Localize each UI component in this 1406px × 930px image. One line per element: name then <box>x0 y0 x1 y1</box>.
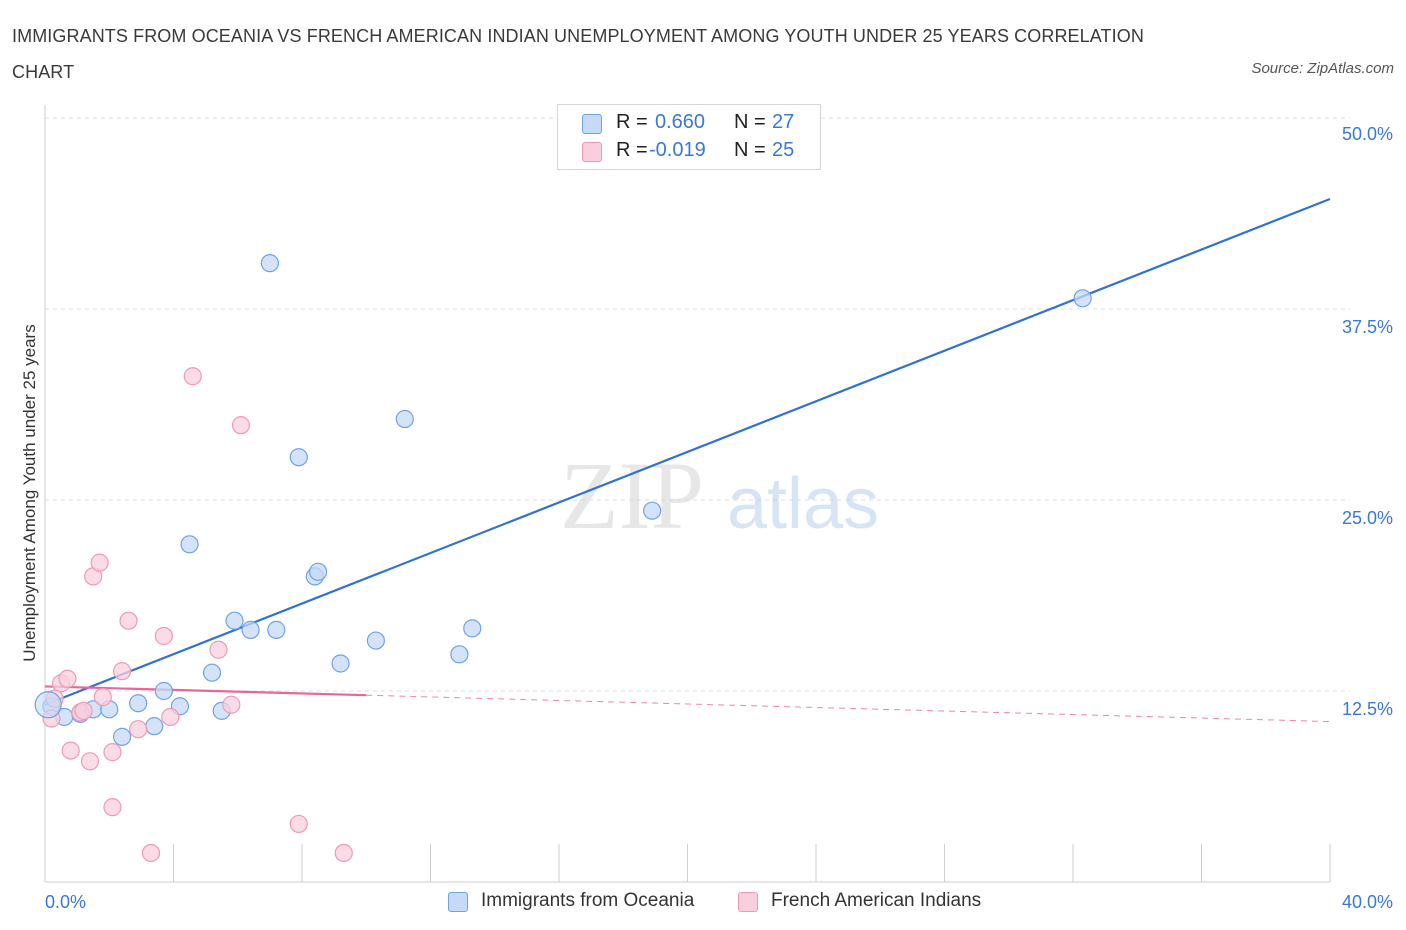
stats-legend: R = 0.660 N = 27 R = -0.019 N = 25 <box>557 104 821 170</box>
french-american-indian-swatch <box>582 142 602 162</box>
point-oceania <box>34 691 62 719</box>
axes <box>44 105 1331 883</box>
point-oceania <box>366 631 385 650</box>
french-american-indian-legend-label: French American Indians <box>771 890 982 911</box>
point-oceania <box>267 620 286 639</box>
point-french-american-indian <box>112 662 132 681</box>
x-tick-label-max: 40.0% <box>1342 892 1393 912</box>
point-french-american-indian <box>289 814 308 834</box>
french-american-indian-legend-swatch <box>738 892 758 912</box>
point-french-american-indian <box>129 720 148 739</box>
gridlines <box>45 117 1350 692</box>
chart-source: Source: ZipAtlas.com <box>1251 60 1394 77</box>
point-oceania <box>450 645 469 664</box>
point-french-american-indian <box>74 701 93 720</box>
point-oceania <box>129 694 148 713</box>
x-tick-label-min: 0.0% <box>45 892 86 912</box>
oceania-legend-swatch <box>448 892 468 912</box>
trend-lines <box>44 197 1331 723</box>
point-oceania <box>463 619 482 638</box>
n-label: N = <box>734 111 766 133</box>
point-oceania <box>289 448 308 467</box>
point-french-american-indian <box>90 553 109 572</box>
point-french-american-indian <box>231 416 251 435</box>
point-french-american-indian <box>154 626 173 646</box>
point-french-american-indian <box>209 640 228 659</box>
y-tick-label: 12.5% <box>1342 699 1393 719</box>
point-french-american-indian <box>222 695 241 714</box>
r-label: R = <box>616 111 648 133</box>
french-american-indian-n-value: 25 <box>772 139 795 161</box>
r-label: R = <box>616 139 648 161</box>
point-oceania <box>112 727 132 746</box>
point-french-american-indian <box>334 843 353 863</box>
point-oceania <box>308 562 328 581</box>
point-oceania <box>180 535 199 554</box>
point-french-american-indian <box>93 688 112 707</box>
point-french-american-indian <box>61 741 80 760</box>
point-oceania <box>260 254 279 273</box>
point-french-american-indian <box>80 752 100 771</box>
point-oceania <box>395 409 414 429</box>
point-french-american-indian <box>183 367 202 386</box>
point-oceania <box>154 681 173 701</box>
point-oceania <box>331 654 350 673</box>
chart-title: IMMIGRANTS FROM OCEANIA VS FRENCH AMERIC… <box>12 26 1144 82</box>
oceania-n-value: 27 <box>772 111 795 133</box>
n-label: N = <box>734 139 766 161</box>
watermark-atlas: atlas <box>727 464 879 544</box>
point-french-american-indian <box>103 798 122 817</box>
oceania-r-value: 0.660 <box>655 111 706 133</box>
point-oceania <box>643 501 662 520</box>
point-oceania <box>1073 289 1092 308</box>
y-tick-label: 25.0% <box>1342 508 1393 528</box>
oceania-legend-label: Immigrants from Oceania <box>481 890 695 911</box>
point-french-american-indian <box>141 843 161 863</box>
french-american-indian-r-value: -0.019 <box>649 139 706 161</box>
point-oceania <box>225 611 244 630</box>
watermark-zip: ZIP <box>560 442 704 549</box>
trend-line-0 <box>44 197 1331 706</box>
point-french-american-indian <box>119 611 138 630</box>
trend-line-solid-1 <box>44 685 367 697</box>
y-tick-label: 37.5% <box>1342 317 1393 337</box>
point-french-american-indian <box>161 707 180 727</box>
oceania-swatch <box>582 114 602 134</box>
trend-line-dashed-1 <box>366 694 1331 723</box>
point-oceania <box>202 663 222 682</box>
y-tick-label: 50.0% <box>1342 124 1393 144</box>
data-points <box>34 254 1092 863</box>
y-axis-label: Unemployment Among Youth under 25 years <box>20 324 39 662</box>
point-french-american-indian <box>58 669 77 688</box>
point-french-american-indian <box>103 743 122 762</box>
point-oceania <box>145 717 164 736</box>
point-oceania <box>241 620 260 639</box>
tick-labels: 12.5% 25.0% 37.5% 50.0% 0.0% 40.0% <box>45 124 1393 912</box>
